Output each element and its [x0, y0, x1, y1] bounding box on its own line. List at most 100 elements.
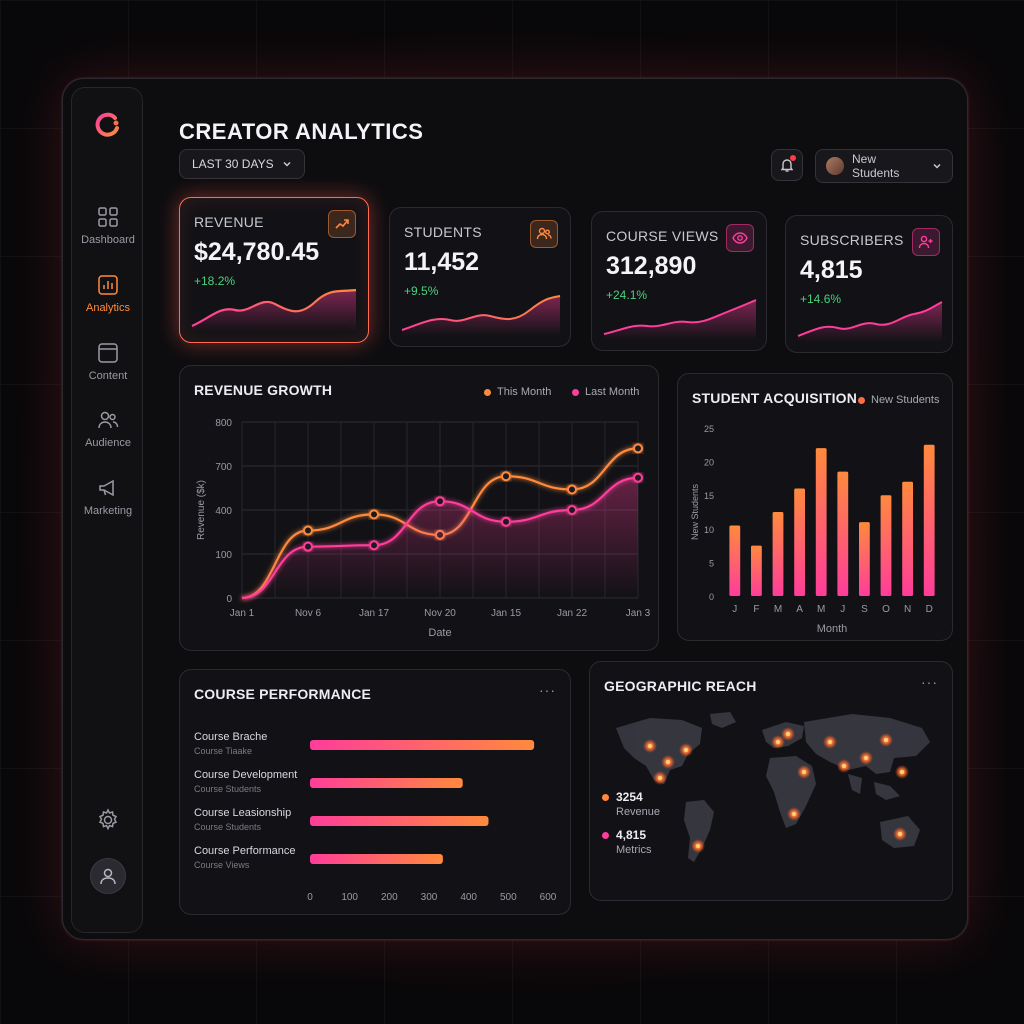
- kpi-card-students[interactable]: STUDENTS 11,452 +9.5%: [389, 207, 571, 347]
- y-tick-label: 0: [709, 592, 714, 602]
- legend-new-students: New Students: [858, 394, 939, 406]
- x-tick-label: N: [904, 604, 911, 615]
- x-tick-label: J: [732, 604, 737, 615]
- kpi-change: +9.5%: [404, 284, 439, 298]
- category-sublabel: Course Students: [194, 784, 262, 794]
- data-point: [369, 509, 379, 520]
- data-point: [435, 496, 445, 507]
- avatar[interactable]: [90, 858, 126, 894]
- grid-icon: [98, 207, 118, 227]
- kpi-card-subscribers[interactable]: SUBSCRIBERS 4,815 +14.6%: [785, 215, 953, 353]
- sidebar: Dashboard Analytics Content Audience Mar…: [71, 87, 143, 933]
- kpi-card-course-views[interactable]: COURSE VIEWS 312,890 +24.1%: [591, 211, 767, 351]
- bar: [310, 854, 443, 864]
- geo-stat-metrics: 4,815 Metrics: [602, 828, 651, 856]
- panel-title: COURSE PERFORMANCE: [194, 686, 372, 702]
- kpi-change: +24.1%: [606, 288, 648, 302]
- sidebar-item-analytics[interactable]: Analytics: [72, 274, 144, 314]
- category-sublabel: Course Students: [194, 822, 262, 832]
- y-tick-label: 800: [215, 418, 232, 429]
- revenue-growth-panel: REVENUE GROWTH This Month Last Month 0 10…: [179, 365, 659, 651]
- sidebar-item-label: Dashboard: [81, 234, 135, 246]
- x-tick-label: S: [861, 604, 868, 615]
- panel-title: STUDENT ACQUISITION: [692, 390, 858, 406]
- bar: [902, 481, 913, 596]
- revenue-growth-chart: 0 100 400 700 800 Jan 1 Nov 6 Jan 17 Nov 20 Jan 1…: [196, 418, 651, 639]
- sidebar-item-content[interactable]: Content: [72, 342, 144, 382]
- y-tick-label: 15: [704, 491, 714, 501]
- notification-badge: [790, 155, 796, 161]
- bar: [310, 778, 463, 788]
- y-axis-label: New Students: [690, 483, 700, 540]
- kpi-change: +14.6%: [800, 292, 842, 306]
- x-tick-label: 100: [341, 892, 358, 903]
- data-point: [567, 484, 577, 495]
- y-tick-label: 25: [704, 424, 714, 434]
- users-icon: [98, 411, 119, 429]
- logo-icon: [95, 112, 119, 137]
- panel-title: REVENUE GROWTH: [194, 382, 333, 398]
- category-label: Course Brache: [194, 731, 267, 743]
- kpi-value: 312,890: [606, 252, 697, 280]
- kpi-label: STUDENTS: [404, 224, 482, 240]
- legend-this-month: This Month: [484, 386, 551, 398]
- chevron-down-icon: [283, 161, 291, 167]
- kpi-value: 11,452: [404, 248, 480, 276]
- legend-last-month: Last Month: [572, 386, 639, 398]
- sidebar-item-dashboard[interactable]: Dashboard: [72, 206, 144, 246]
- student-acquisition-panel: STUDENT ACQUISITION New Students 0 5 10 15 2…: [677, 373, 953, 641]
- x-tick-label: F: [753, 604, 759, 615]
- bar: [923, 444, 935, 596]
- category-sublabel: Course Tiaake: [194, 746, 252, 756]
- bar: [751, 545, 762, 596]
- bar: [880, 495, 892, 596]
- category-label: Course Development: [194, 769, 297, 781]
- y-tick-label: 700: [215, 462, 232, 473]
- revenue-sparkline: [191, 288, 357, 332]
- x-tick-label: Nov 20: [424, 608, 456, 619]
- bar: [837, 471, 849, 596]
- category-label: Course Leasionship: [194, 807, 291, 819]
- date-range-label: LAST 30 DAYS: [192, 157, 274, 171]
- sidebar-item-marketing[interactable]: Marketing: [72, 477, 144, 517]
- notifications-button[interactable]: [771, 149, 803, 181]
- eye-icon: [726, 224, 754, 252]
- kpi-card-revenue[interactable]: REVENUE $24,780.45 +18.2%: [179, 197, 369, 343]
- x-tick-label: Jan 15: [491, 608, 521, 619]
- x-tick-label: Jan 1: [230, 608, 255, 619]
- y-axis-label: Revenue ($k): [196, 480, 207, 540]
- data-point: [303, 525, 313, 536]
- user-plus-icon: [912, 228, 940, 256]
- bar: [310, 740, 535, 750]
- x-tick-label: 400: [460, 892, 477, 903]
- x-tick-label: 600: [540, 892, 557, 903]
- gear-icon[interactable]: [96, 808, 120, 832]
- sidebar-item-label: Audience: [85, 437, 131, 449]
- more-options-button[interactable]: ···: [921, 674, 938, 690]
- x-axis-label: Date: [428, 627, 451, 639]
- data-point: [567, 505, 577, 515]
- kpi-label: SUBSCRIBERS: [800, 232, 904, 248]
- x-tick-label: 500: [500, 892, 517, 903]
- date-range-dropdown[interactable]: LAST 30 DAYS: [179, 149, 305, 179]
- bar: [310, 816, 489, 826]
- user-icon: [100, 868, 116, 885]
- kpi-value: 4,815: [800, 256, 863, 284]
- more-options-button[interactable]: ···: [539, 682, 556, 698]
- sidebar-item-audience[interactable]: Audience: [72, 409, 144, 449]
- student-filter-label: New Students: [852, 152, 900, 180]
- trend-up-icon: [328, 210, 356, 238]
- data-point: [303, 541, 313, 552]
- bar: [729, 525, 741, 596]
- sidebar-item-label: Marketing: [83, 505, 133, 517]
- user-avatar-icon: [826, 157, 844, 175]
- megaphone-icon: [99, 479, 114, 497]
- bar: [815, 448, 827, 596]
- sidebar-item-label: Analytics: [85, 302, 131, 314]
- world-map: [616, 712, 930, 862]
- student-acquisition-chart: 0 5 10 15 20 25 New Students J F M A M J S O N D Month: [690, 424, 935, 635]
- students-sparkline: [401, 295, 561, 336]
- x-tick-label: O: [882, 604, 890, 615]
- student-filter-dropdown[interactable]: New Students: [815, 149, 953, 183]
- course-views-sparkline: [603, 299, 757, 340]
